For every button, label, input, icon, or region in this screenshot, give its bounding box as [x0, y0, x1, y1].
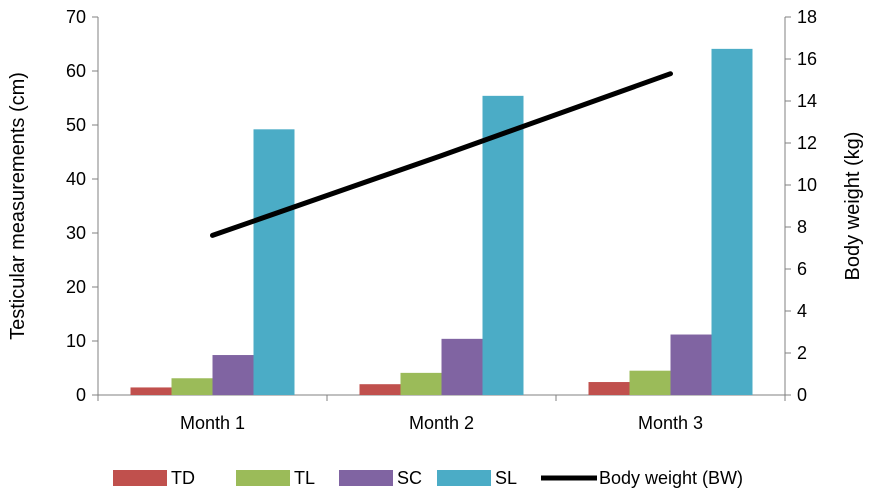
bar-sc [441, 338, 483, 395]
bar-td [588, 382, 630, 395]
bar-tl [629, 370, 671, 395]
y-tick-label: 60 [66, 61, 86, 81]
bar-sl [711, 48, 753, 396]
y-axis-title: Testicular measurements (cm) [7, 72, 29, 340]
legend-label-body-weight: Body weight (BW) [599, 468, 743, 488]
y-tick-label: 20 [66, 277, 86, 297]
y2-tick-label: 12 [797, 133, 817, 153]
bar-td [359, 384, 401, 395]
x-tick-label: Month 1 [180, 413, 245, 433]
legend-label-tl: TL [294, 468, 315, 488]
y2-tick-label: 2 [797, 343, 807, 363]
legend-swatch-tl [236, 470, 290, 486]
bar-sl [253, 129, 295, 395]
legend-swatch-sl [437, 470, 491, 486]
y2-tick-label: 0 [797, 385, 807, 405]
legend: TD TL SC SL Body weight (BW) [113, 468, 743, 488]
y2-tick-label: 4 [797, 301, 807, 321]
y2-tick-label: 14 [797, 91, 817, 111]
y2-tick-label: 18 [797, 7, 817, 27]
legend-label-sl: SL [495, 468, 517, 488]
legend-swatch-sc [339, 470, 393, 486]
body-weight-line [210, 71, 673, 238]
legend-label-td: TD [171, 468, 195, 488]
y-tick-label: 50 [66, 115, 86, 135]
y-tick-label: 10 [66, 331, 86, 351]
y-tick-label: 0 [76, 385, 86, 405]
y-tick-label: 30 [66, 223, 86, 243]
legend-swatch-td [113, 470, 167, 486]
bar-tl [400, 372, 442, 395]
bar-td [130, 387, 172, 395]
tick-labels: 0 10 20 30 40 50 60 70 0 2 4 6 8 10 12 14 16 18 Month 1 Mon… [66, 7, 817, 433]
bar-sc [670, 334, 712, 395]
bars [130, 48, 753, 396]
y2-tick-label: 6 [797, 259, 807, 279]
bar-sc [212, 355, 254, 395]
y2-axis-title: Body weight (kg) [842, 132, 864, 281]
legend-label-sc: SC [397, 468, 422, 488]
y-tick-label: 40 [66, 169, 86, 189]
y2-tick-label: 10 [797, 175, 817, 195]
y2-tick-label: 8 [797, 217, 807, 237]
bar-sl [482, 95, 524, 395]
x-tick-label: Month 3 [638, 413, 703, 433]
x-tick-label: Month 2 [409, 413, 474, 433]
body-weight-line-layer [210, 71, 673, 238]
y2-tick-label: 16 [797, 49, 817, 69]
y-tick-label: 70 [66, 7, 86, 27]
bar-tl [171, 378, 213, 395]
